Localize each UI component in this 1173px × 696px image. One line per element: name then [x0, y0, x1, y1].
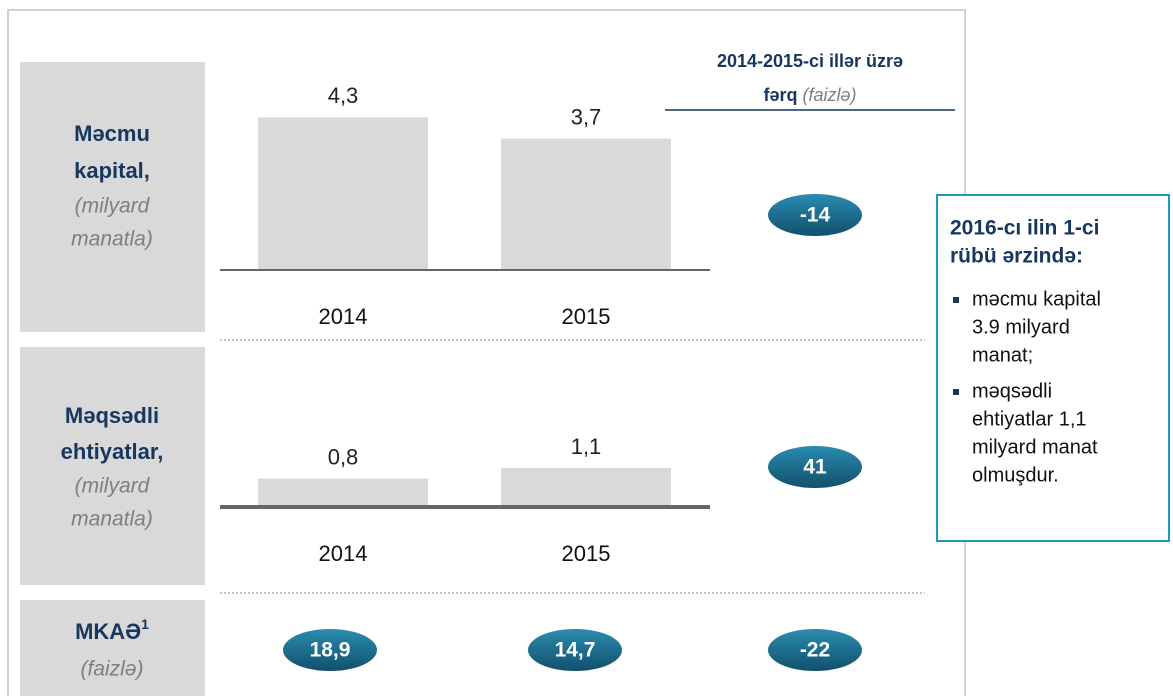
- category-label: 2015: [562, 541, 611, 566]
- value-label: 0,8: [328, 444, 359, 469]
- sidebar-text: məqsədli: [972, 380, 1052, 402]
- bar: [501, 467, 671, 507]
- category-label: 2015: [562, 304, 611, 329]
- badge: [768, 629, 862, 671]
- row-label: Məcmu: [74, 121, 150, 146]
- badge-text: -14: [800, 204, 831, 227]
- row-unit: (milyard: [75, 475, 151, 498]
- sidebar: [936, 194, 1170, 542]
- row-label: kapital,: [74, 158, 150, 183]
- sidebar-title: rübü ərzində:: [950, 245, 1083, 268]
- value-label: 3,7: [571, 104, 602, 129]
- badge-text: 41: [803, 456, 827, 479]
- sidebar-text: olmuşdur.: [972, 464, 1059, 486]
- row-unit: (milyard: [75, 195, 151, 218]
- badge: [768, 194, 862, 236]
- badge: [283, 629, 377, 671]
- row-unit: manatla): [71, 228, 153, 251]
- label-cell: [20, 62, 205, 332]
- bar: [501, 138, 671, 270]
- sidebar-text: 3.9 milyard: [972, 316, 1070, 338]
- superscript: 1: [141, 616, 149, 632]
- sidebar-title: 2016-cı ilin 1-ci: [950, 217, 1099, 240]
- value-label: 1,1: [571, 434, 602, 459]
- sidebar-text: ehtiyatlar 1,1: [972, 408, 1087, 430]
- sidebar-text: milyard manat: [972, 436, 1098, 458]
- row-label-text: MKAƏ: [75, 619, 141, 644]
- bar: [258, 117, 428, 270]
- badge: [768, 446, 862, 488]
- row-label-text: Məqsədli: [65, 403, 159, 428]
- row-unit: (faizlə): [80, 658, 143, 681]
- row-unit: manatla): [71, 508, 153, 531]
- category-label: 2014: [319, 304, 368, 329]
- sidebar-text: məcmu kapital: [972, 288, 1101, 310]
- bullet: [953, 297, 959, 303]
- row-label: ehtiyatlar,: [61, 439, 164, 464]
- bar: [258, 478, 428, 507]
- value-label: 4,3: [328, 83, 359, 108]
- row-label: MKAƏ1: [75, 616, 149, 644]
- row-label: Məqsədli: [65, 403, 159, 428]
- row-label-text: kapital,: [74, 158, 150, 183]
- label-cell: [20, 347, 205, 585]
- label-cell: [20, 600, 205, 696]
- row-label-text: ehtiyatlar,: [61, 439, 164, 464]
- badge-text: -22: [800, 639, 830, 662]
- header: 2014-2015-ci illər üzrə: [717, 51, 903, 71]
- badge-text: 18,9: [310, 639, 351, 662]
- row-label-text: Məcmu: [74, 121, 150, 146]
- badge: [528, 629, 622, 671]
- bullet: [953, 389, 959, 395]
- badge-text: 14,7: [555, 639, 596, 662]
- category-label: 2014: [319, 541, 368, 566]
- sidebar-text: manat;: [972, 344, 1033, 366]
- header: fərq (faizlə): [763, 85, 856, 105]
